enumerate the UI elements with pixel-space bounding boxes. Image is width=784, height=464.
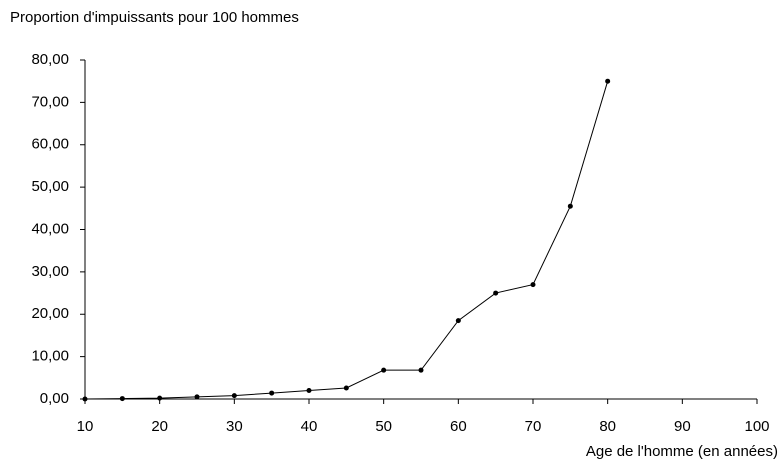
x-tick-label: 20: [151, 418, 168, 435]
data-point: [493, 290, 499, 296]
y-tick-label: 0,00: [40, 390, 69, 407]
x-tick-label: 80: [599, 418, 616, 435]
data-point: [119, 396, 125, 402]
y-tick-label: 30,00: [31, 263, 69, 280]
y-axis-label: Proportion d'impuissants pour 100 hommes: [10, 9, 299, 26]
y-tick-label: 20,00: [31, 305, 69, 322]
data-point: [82, 396, 88, 402]
x-tick-label: 100: [744, 418, 769, 435]
y-tick-label: 70,00: [31, 93, 69, 110]
data-point: [343, 385, 349, 391]
y-tick-label: 80,00: [31, 51, 69, 68]
x-tick-label: 40: [301, 418, 318, 435]
data-point: [381, 367, 387, 373]
y-tick-label: 50,00: [31, 178, 69, 195]
data-point: [231, 393, 237, 399]
data-point: [157, 395, 163, 401]
data-point: [605, 78, 611, 84]
x-tick-label: 50: [375, 418, 392, 435]
data-point: [530, 282, 536, 288]
y-tick-label: 10,00: [31, 348, 69, 365]
data-point: [194, 394, 200, 400]
data-point: [567, 203, 573, 209]
data-point: [455, 318, 461, 324]
data-point: [306, 388, 312, 394]
x-tick-label: 10: [77, 418, 94, 435]
x-axis-label: Age de l'homme (en années): [586, 443, 778, 460]
y-tick-label: 40,00: [31, 220, 69, 237]
data-point: [269, 390, 275, 396]
data-line: [84, 81, 609, 400]
data-point: [418, 367, 424, 373]
x-tick-label: 60: [450, 418, 467, 435]
x-tick-label: 70: [525, 418, 542, 435]
x-tick-label: 90: [674, 418, 691, 435]
y-tick-label: 60,00: [31, 136, 69, 153]
x-tick-label: 30: [226, 418, 243, 435]
